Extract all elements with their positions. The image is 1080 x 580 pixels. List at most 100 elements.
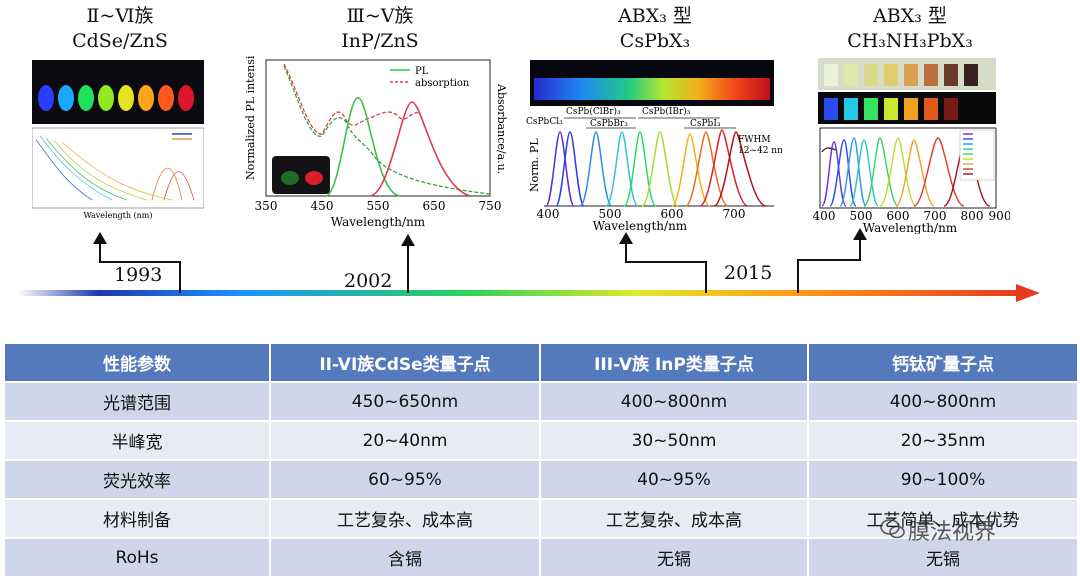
vial: [964, 64, 978, 86]
table-cell: 无镉: [807, 537, 1079, 578]
timeline-arrowhead: [1016, 284, 1040, 302]
pl-curve: [839, 137, 867, 207]
mapbx3-legend-swatches: [963, 133, 973, 175]
vial: [904, 98, 918, 120]
watermark-text: 膜法视界: [908, 520, 997, 545]
panel-inp-figure: Normalized PL intensity Absorbance/a.u. …: [244, 44, 508, 229]
table-header-row: 性能参数 II-VI族CdSe类量子点 III-V族 InP类量子点 钙钛矿量子…: [3, 342, 1079, 383]
pl-curve: [699, 129, 749, 207]
vial: [944, 64, 958, 86]
panel-cdse: Wavelength (nm): [31, 60, 205, 220]
timeline-connectors: [99, 236, 861, 293]
vial: [904, 64, 918, 86]
panel-cspbx3-figure: CsPb(ClBr)₃ CsPb(IBr)₃ CsPbCl₃ CsPbBr₃ C…: [526, 60, 786, 233]
pl-curve: [623, 131, 657, 207]
timeline-bar: [18, 290, 1018, 296]
table-cell: 400~800nm: [539, 381, 809, 422]
pl-curve: [555, 131, 585, 207]
pl-curve: [829, 139, 857, 207]
timeline: [18, 228, 1040, 302]
header-col-3: ABX₃ 型 CsPbX₃: [575, 4, 735, 54]
absorption-curve-red: [283, 63, 421, 135]
column-header: 钙钛矿量子点: [807, 342, 1079, 383]
table-cell: 400~800nm: [807, 381, 1079, 422]
header-col-1-line2: CdSe/ZnS: [72, 30, 168, 52]
vial: [924, 64, 938, 86]
inp-plot-frame: [265, 59, 491, 197]
table-row: RoHs 含镉 无镉 无镉: [3, 537, 1079, 578]
pl-curve: [713, 131, 767, 207]
connector-2015b: [797, 236, 861, 293]
table-row: 荧光效率 60~95% 40~95% 90~100%: [3, 459, 1079, 500]
column-header: II-VI族CdSe类量子点: [269, 342, 541, 383]
header-col-3-line1: ABX₃ 型: [618, 5, 692, 27]
spectrum-curve: [53, 139, 148, 201]
pl-curve: [671, 133, 711, 207]
panel-mapbx3: 400 500 600 700 800 900 Wavelength/nm: [810, 56, 1011, 235]
vial: [138, 85, 154, 111]
x-tick-label: 350: [255, 199, 278, 213]
table-row: 半峰宽 20~40nm 30~50nm 20~35nm: [3, 420, 1079, 461]
mapbx3-xlabel: Wavelength/nm: [863, 221, 958, 234]
cdse-xlabel: Wavelength (nm): [83, 211, 152, 220]
cdse-plot-frame: [31, 127, 205, 209]
x-tick-label: 400: [813, 209, 836, 223]
pl-curve: [641, 131, 679, 207]
column-header: 性能参数: [3, 342, 271, 383]
header-col-3-line2: CsPbX₃: [619, 30, 691, 52]
table-cell: 工艺复杂、成本高: [539, 498, 809, 539]
table-cell: 材料制备: [3, 498, 271, 539]
arrow-up-icon: [619, 232, 633, 244]
vial: [864, 98, 878, 120]
vial: [844, 98, 858, 120]
vial: [924, 98, 938, 120]
pl-curve: [545, 131, 575, 207]
x-tick-label: 600: [661, 207, 684, 221]
year-1993: 1993: [114, 264, 163, 286]
panel-inp: Normalized PL intensity Absorbance/a.u. …: [240, 44, 508, 234]
vial: [884, 64, 898, 86]
year-2015: 2015: [724, 262, 773, 284]
table-cell: 60~95%: [269, 459, 541, 500]
vial: [944, 98, 958, 120]
panel-mapbx3-figure: 400 500 600 700 800 900 Wavelength/nm: [813, 58, 1011, 235]
uv-vial-row: [824, 98, 958, 120]
pl-curve: [605, 131, 639, 207]
vial: [118, 85, 134, 111]
pl-curve: [863, 137, 899, 207]
table-cell: 工艺简单、成本优势: [807, 498, 1079, 539]
legend-label-absorption: absorption: [415, 78, 470, 89]
table-cell: 20~35nm: [807, 420, 1079, 461]
inp-xlabel: Wavelength/nm: [331, 215, 426, 229]
year-2002: 2002: [344, 270, 393, 292]
mapbx3-pl-curves: [821, 137, 991, 207]
absorption-curve-green: [283, 65, 491, 195]
pl-curve: [849, 139, 879, 207]
cspbx3-xlabel: Wavelength/nm: [593, 219, 688, 233]
spectrum-curve: [35, 139, 93, 201]
table-cell: 含镉: [269, 537, 541, 578]
x-tick-label: 750: [479, 199, 502, 213]
inp-ylabel-left: Normalized PL intensity: [244, 56, 257, 180]
table-cell: 90~100%: [807, 459, 1079, 500]
label-cspb-clbr: CsPb(ClBr)₃: [566, 106, 621, 117]
x-tick-label: 900: [989, 209, 1010, 223]
pl-curve: [913, 137, 965, 207]
connector-2015a: [625, 240, 707, 293]
label-cspbcl3: CsPbCl₃: [526, 117, 563, 127]
inp-ylabel-right: Absorbance/a.u.: [495, 83, 508, 174]
vial: [58, 85, 74, 111]
vial: [178, 85, 194, 111]
pl-curve: [879, 137, 917, 207]
table-row: 材料制备 工艺复杂、成本高 工艺复杂、成本高 工艺简单、成本优势: [3, 498, 1079, 539]
label-cspb-ibr: CsPb(IBr)₃: [642, 106, 691, 117]
cspbx3-pl-curves: [545, 129, 767, 207]
vial: [884, 98, 898, 120]
vial-row: [38, 85, 194, 111]
x-tick-label: 800: [961, 209, 984, 223]
arrow-up-icon: [93, 232, 107, 244]
header-col-4-line2: CH₃NH₃PbX₃: [847, 30, 973, 52]
vial: [844, 64, 858, 86]
pl-curve: [821, 141, 847, 207]
table-cell: 半峰宽: [3, 420, 271, 461]
